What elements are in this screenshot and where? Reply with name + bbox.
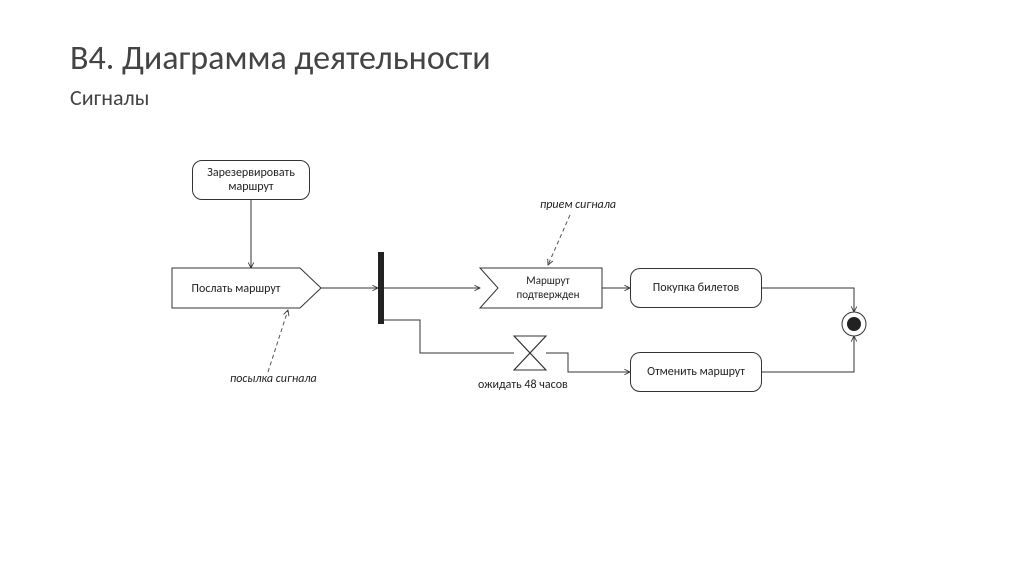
node-hourglass [514,336,546,370]
diagram-svg: Послать маршрут Маршрут подтвержден [140,160,900,440]
node-reserve: Зарезервироватьмаршрут [192,160,310,200]
node-buy: Покупка билетов [630,268,762,308]
annotation-send: посылка сигнала [230,372,317,386]
page-title: B4. Диаграмма деятельности [70,38,491,79]
edges-dashed [268,215,570,372]
node-final [842,312,866,336]
node-recv: Маршрут подтвержден [480,268,602,308]
activity-diagram: Зарезервироватьмаршрут Покупка билетов О… [140,160,900,440]
svg-text:подтвержден: подтвержден [517,288,580,301]
node-cancel: Отменить маршрут [630,352,762,392]
node-send: Послать маршрут [172,268,321,308]
node-fork [378,252,384,324]
annotation-wait: ожидать 48 часов [478,378,568,392]
annotation-recv: прием сигнала [540,198,616,212]
svg-text:Послать маршрут: Послать маршрут [192,282,281,296]
page-subtitle: Сигналы [70,84,149,111]
svg-text:Маршрут: Маршрут [526,274,570,287]
edges-solid [251,200,854,372]
